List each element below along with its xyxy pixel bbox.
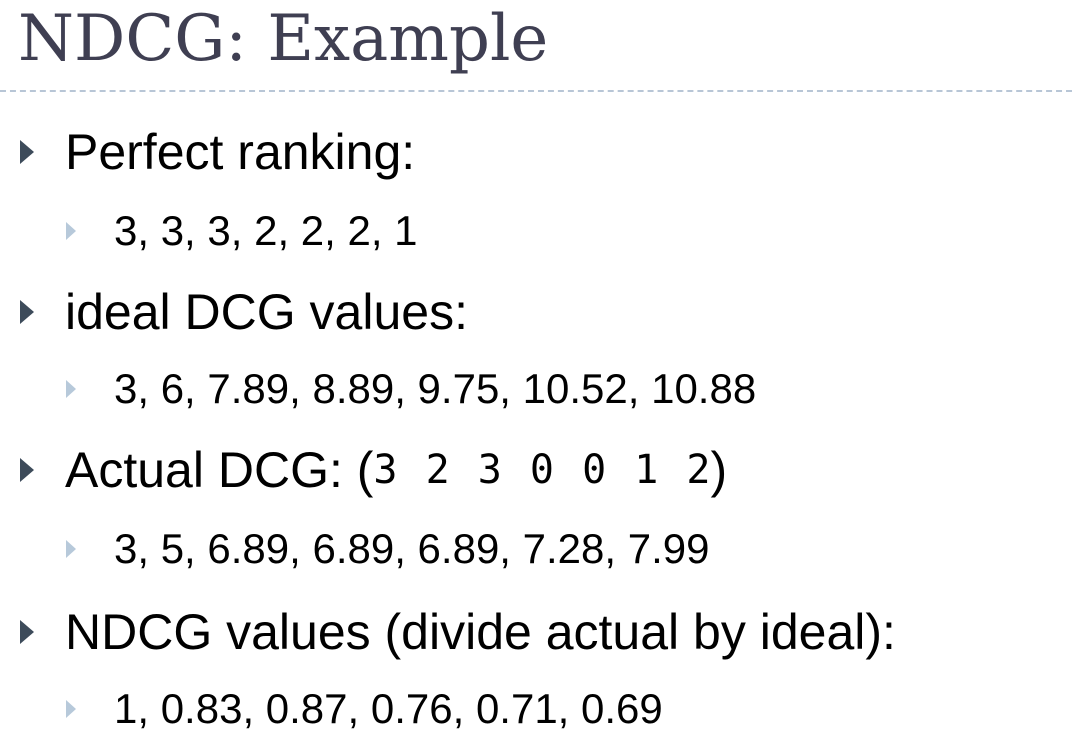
triangle-bullet-icon [20,300,34,324]
bullet-label: Perfect ranking: [65,124,416,180]
triangle-subbullet-icon [66,700,76,718]
bullet-ideal-dcg: ideal DCG values: [20,282,468,342]
triangle-subbullet-icon [66,540,76,558]
triangle-bullet-icon [20,140,34,164]
triangle-subbullet-icon [66,380,76,398]
relevance-sequence: 3 2 3 0 0 1 2 [373,447,711,493]
subbullet-ideal-dcg-values: 3, 6, 7.89, 8.89, 9.75, 10.52, 10.88 [66,364,756,414]
subbullet-text: 3, 6, 7.89, 8.89, 9.75, 10.52, 10.88 [114,365,757,412]
slide-title: NDCG: Example [18,2,549,76]
triangle-bullet-icon [20,620,34,644]
triangle-bullet-icon [20,458,34,482]
subbullet-text: 3, 5, 6.89, 6.89, 6.89, 7.28, 7.99 [114,525,710,572]
bullet-label: ideal DCG values: [65,284,468,340]
bullet-label: NDCG values (divide actual by ideal): [65,604,896,660]
subbullet-ndcg-values: 1, 0.83, 0.87, 0.76, 0.71, 0.69 [66,684,663,734]
subbullet-text: 3, 3, 3, 2, 2, 2, 1 [114,207,418,254]
bullet-actual-dcg: Actual DCG: (3 2 3 0 0 1 2) [20,440,727,500]
bullet-perfect-ranking: Perfect ranking: [20,122,415,182]
bullet-label-prefix: Actual DCG: ( [65,442,374,498]
title-divider [0,90,1072,92]
bullet-ndcg-values: NDCG values (divide actual by ideal): [20,602,896,662]
subbullet-perfect-ranking-values: 3, 3, 3, 2, 2, 2, 1 [66,206,418,256]
subbullet-text: 1, 0.83, 0.87, 0.76, 0.71, 0.69 [114,685,663,732]
bullet-label-suffix: ) [710,442,728,498]
subbullet-actual-dcg-values: 3, 5, 6.89, 6.89, 6.89, 7.28, 7.99 [66,524,709,574]
triangle-subbullet-icon [66,222,76,240]
